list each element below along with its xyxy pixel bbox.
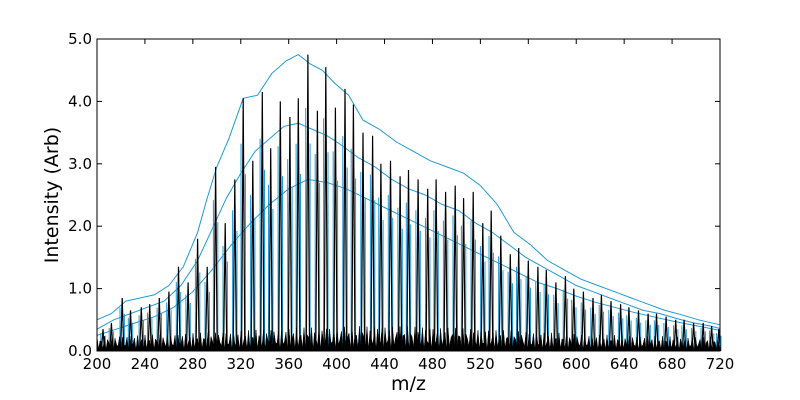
spectrum-peak — [333, 107, 338, 352]
spectrum-peak — [553, 282, 559, 352]
spectrum-peak — [315, 110, 320, 352]
spectrum-peak — [342, 88, 348, 352]
x-tick-label: 520 — [466, 355, 495, 373]
spectrum-peak — [508, 254, 513, 352]
y-tick-label: 0.0 — [68, 342, 92, 360]
spectrum-peak — [260, 91, 265, 352]
spectrum-peak — [287, 116, 293, 352]
x-tick-label: 600 — [562, 355, 591, 373]
spectrum-peak — [618, 304, 623, 352]
spectrum-peak — [232, 179, 237, 352]
spectrum-peak — [147, 304, 152, 352]
spectrum-peak — [185, 282, 191, 352]
y-axis-title: Intensity (Arb) — [41, 127, 63, 263]
x-tick-label: 360 — [274, 355, 303, 373]
spectrum-peak — [205, 266, 210, 352]
envelope-line-envelope-upper — [96, 54, 721, 326]
spectrum-peak — [195, 238, 200, 352]
spectrum-peak — [223, 223, 228, 352]
x-tick-label: 480 — [418, 355, 447, 373]
y-tick-label: 4.0 — [68, 92, 92, 110]
spectrum-peak — [498, 235, 503, 352]
spectrum-peak — [489, 210, 494, 352]
x-tick-label: 560 — [514, 355, 543, 373]
spectrum-peak — [526, 260, 531, 352]
spectrum-peak — [305, 54, 311, 352]
spectrum-peak — [425, 188, 430, 352]
x-tick-label: 680 — [658, 355, 687, 373]
spectrum-peak — [636, 310, 641, 352]
y-axis-ticks: 0.0 1.0 2.0 3.0 4.0 5.0 — [68, 30, 720, 360]
spectrum-peak — [176, 266, 181, 352]
spectrum-peak — [351, 104, 356, 352]
spectrum-peak — [278, 101, 283, 352]
spectrum-peak — [535, 266, 541, 352]
spectrum-peak — [241, 98, 246, 352]
x-tick-label: 400 — [322, 355, 351, 373]
spectrum-peak — [480, 223, 485, 352]
x-tick-label: 240 — [131, 355, 160, 373]
noise-floor-area — [96, 326, 721, 352]
spectrum-peak — [461, 198, 466, 352]
spectrum-peak — [663, 316, 669, 352]
x-axis-ticks: 200 240 280 320 360 400 440 480 520 560 600 640 680 7… — [83, 39, 735, 373]
spectrum-peak — [544, 269, 549, 352]
spectrum-peak — [590, 297, 596, 352]
spectrum-peak — [388, 160, 393, 352]
spectrum-peak — [213, 166, 218, 352]
noise-floor — [96, 326, 721, 352]
spectrum-peak — [433, 179, 439, 352]
spectrum-peak — [471, 191, 476, 352]
spectrum-peak — [406, 169, 411, 352]
x-tick-label: 440 — [370, 355, 399, 373]
spectrum-peak — [516, 247, 521, 352]
spectrum-peak — [250, 160, 255, 352]
x-tick-label: 320 — [226, 355, 255, 373]
y-tick-label: 5.0 — [68, 30, 92, 48]
spectrum-peak — [626, 307, 632, 352]
x-tick-label: 200 — [83, 355, 112, 373]
x-tick-label: 280 — [179, 355, 208, 373]
spectrum-peak — [608, 301, 614, 352]
spectrum-peak — [157, 297, 162, 352]
x-tick-label: 720 — [706, 355, 735, 373]
y-tick-label: 3.0 — [68, 155, 92, 173]
spectrum-peak — [701, 322, 706, 352]
spectrum-peak — [139, 307, 144, 352]
spectrum-peak — [296, 98, 301, 352]
spectrum-peak — [571, 288, 576, 352]
x-axis-title: m/z — [391, 373, 426, 395]
spectrum-peak — [370, 135, 375, 352]
envelope-line-envelope-low — [96, 178, 721, 336]
x-tick-label: 640 — [610, 355, 639, 373]
spectrum-peak — [120, 297, 125, 352]
spectrum-peak — [599, 294, 604, 352]
y-tick-label: 2.0 — [68, 217, 92, 235]
spectrum-peak — [323, 67, 328, 352]
spectrum-peak — [581, 291, 586, 352]
spectrum-peak — [378, 163, 384, 352]
spectrum-peak — [563, 276, 568, 352]
spectrum-peak — [397, 176, 403, 352]
spectrum-peaks — [100, 54, 722, 352]
y-tick-label: 1.0 — [68, 280, 92, 298]
spectrum-peak — [443, 191, 448, 352]
spectrum-peak — [166, 291, 172, 352]
spectrum-peak — [453, 185, 458, 352]
spectrum-peak — [268, 148, 273, 352]
spectrum-peak — [128, 310, 133, 352]
spectrum-peak — [415, 179, 421, 352]
plot-frame — [96, 38, 721, 352]
spectrum-peak — [360, 132, 366, 352]
